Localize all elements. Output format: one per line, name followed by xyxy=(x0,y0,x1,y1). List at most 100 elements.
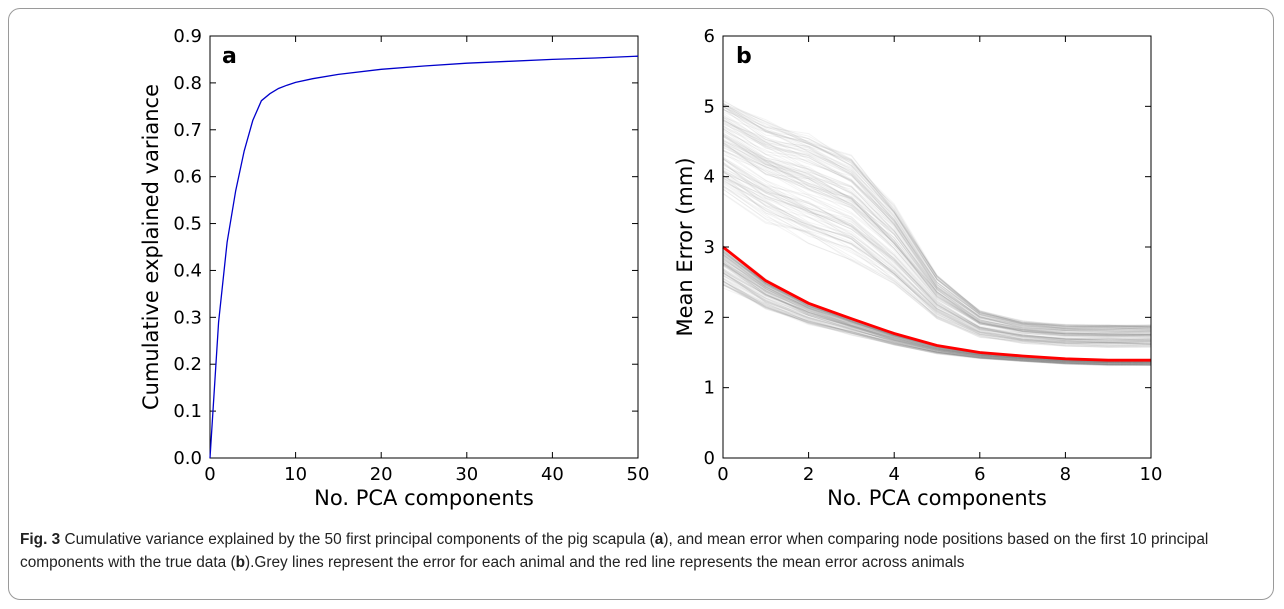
panel-b-animal-error-line xyxy=(723,259,1151,364)
panel-b-animal-error-line xyxy=(723,271,1151,365)
panel-a-letter: a xyxy=(222,44,237,69)
panel-a-ytick-label: 0.4 xyxy=(173,260,202,281)
panel-b-animal-error-line xyxy=(723,284,1151,365)
panel-b-animal-error-line xyxy=(723,269,1151,365)
panel-a-xtick-label: 20 xyxy=(370,464,393,485)
panel-b-xtick-label: 10 xyxy=(1140,464,1163,485)
panel-b-animal-error-line xyxy=(723,144,1151,335)
panel-b-animal-error-line xyxy=(723,161,1151,342)
panel-b-animal-error-line xyxy=(723,100,1151,328)
panel-b-animal-error-line xyxy=(723,152,1151,340)
panel-b-animal-error-line xyxy=(723,264,1151,364)
panel-b-animal-error-line xyxy=(723,174,1151,344)
panel-b-animal-error-line xyxy=(723,280,1151,366)
panel-b-animal-error-line xyxy=(723,171,1151,343)
panel-b-animal-error-line xyxy=(723,123,1151,331)
panel-b-animal-error-line xyxy=(723,136,1151,335)
panel-b-animal-error-line xyxy=(723,268,1151,364)
panel-b-xlabel: No. PCA components xyxy=(827,486,1047,510)
panel-b-animal-error-line xyxy=(723,156,1151,340)
panel-b-animal-error-line xyxy=(723,258,1151,363)
panel-b-animal-error-line xyxy=(723,269,1151,365)
panel-b-xtick-label: 4 xyxy=(888,464,899,485)
panel-b-animal-error-line xyxy=(723,176,1151,344)
panel-b-animal-error-line xyxy=(723,124,1151,331)
panel-b-animal-error-line xyxy=(723,185,1151,347)
panel-a-ticks: 0 10 20 30 40 50 0.0 0.1 0.2 0.3 0.4 0.5 0.6 0.7 0.8 0.… xyxy=(173,26,649,485)
panel-b-animal-error-line xyxy=(723,257,1151,363)
panel-b-animal-error-line xyxy=(723,102,1151,328)
panel-a-ytick-label: 0.8 xyxy=(173,73,202,94)
panel-b-animal-error-line xyxy=(723,105,1151,329)
panel-b-animal-error-line xyxy=(723,104,1151,327)
panel-b-animal-error-line xyxy=(723,274,1151,366)
panel-b-ytick-label: 4 xyxy=(704,167,715,188)
panel-b-animal-error-line xyxy=(723,104,1151,328)
panel-b-xtick-label: 0 xyxy=(717,464,728,485)
panel-b-animal-error-line xyxy=(723,262,1151,363)
panel-b-animal-error-line xyxy=(723,105,1151,327)
figure-caption: Fig. 3 Cumulative variance explained by … xyxy=(20,528,1265,574)
panel-b-animal-error-line xyxy=(723,185,1151,347)
caption-text-3: ).Grey lines represent the error for eac… xyxy=(245,554,965,571)
caption-fig-label: Fig. 3 xyxy=(20,531,61,548)
panel-b-animal-error-line xyxy=(723,139,1151,336)
panel-b-animal-error-line xyxy=(723,271,1151,365)
panel-b-animal-error-line xyxy=(723,108,1151,329)
panel-b-ytick-label: 6 xyxy=(704,26,715,47)
panel-b-animal-error-line xyxy=(723,121,1151,333)
panel-b-animal-error-line xyxy=(723,180,1151,345)
panel-b-animal-error-line xyxy=(723,120,1151,331)
panel-b-animal-error-line xyxy=(723,277,1151,365)
caption-panel-b-ref: b xyxy=(235,554,245,571)
panel-b-animal-error-line xyxy=(723,256,1151,363)
panel-b-animal-error-line xyxy=(723,120,1151,331)
panel-b-animal-error-line xyxy=(723,280,1151,366)
panel-b-animal-error-line xyxy=(723,283,1151,366)
panel-b-animal-error-line xyxy=(723,164,1151,341)
panel-b-animal-error-line xyxy=(723,142,1151,337)
panel-b-animal-error-line xyxy=(723,116,1151,330)
panel-b-animal-error-line xyxy=(723,158,1151,340)
panel-b-animal-error-line xyxy=(723,103,1151,328)
panel-b-animal-error-line xyxy=(723,102,1151,328)
panel-b-animal-error-line xyxy=(723,119,1151,332)
panel-b-animal-error-line xyxy=(723,265,1151,364)
panel-b-animal-error-line xyxy=(723,145,1151,337)
panel-b-animal-error-line xyxy=(723,258,1151,363)
panel-b-animal-error-line xyxy=(723,272,1151,365)
figure-svg: 0 10 20 30 40 500.00.10.20.30.40.50.60.70.80.… xyxy=(139,26,1163,510)
panel-b-animal-error-line xyxy=(723,262,1151,363)
panel-a-axes-frame xyxy=(209,35,639,459)
panel-b-animal-error-line xyxy=(723,278,1151,366)
panel-b-animal-error-line xyxy=(723,158,1151,342)
panel-b-animal-error-line xyxy=(723,175,1151,345)
panel-b-animal-error-line xyxy=(723,269,1151,365)
panel-b-animal-error-line xyxy=(723,262,1151,364)
panel-b-animal-error-line xyxy=(723,282,1151,366)
panel-b-ytick-label: 3 xyxy=(704,237,715,258)
panel-b-animal-error-line xyxy=(723,277,1151,366)
panel-b-animal-error-line xyxy=(723,118,1151,330)
panel-b-animal-error-line xyxy=(723,149,1151,337)
panel-b-axes-frame xyxy=(722,35,1152,459)
panel-b-animal-error-line xyxy=(723,177,1151,343)
panel-b-animal-error-line xyxy=(723,126,1151,332)
panel-b-animal-error-line xyxy=(723,258,1151,363)
panel-b-animal-error-line xyxy=(723,192,1151,347)
panel-b-animal-error-line xyxy=(723,183,1151,344)
panel-b-letter: b xyxy=(736,44,752,69)
panel-b-animal-error-line xyxy=(723,170,1151,345)
panel-a-variance-line xyxy=(209,55,639,459)
panel-b-animal-error-line xyxy=(723,281,1151,366)
panel-b-animal-error-line xyxy=(723,193,1151,348)
panel-b-animal-error-line xyxy=(723,150,1151,337)
caption-text-2: ), and mean error when comparing node po… xyxy=(20,531,1209,571)
panel-b-animal-error-line xyxy=(723,272,1151,365)
panel-b-animal-error-line xyxy=(723,143,1151,336)
panel-b-animal-error-line xyxy=(723,270,1151,364)
panel-b-animal-error-line xyxy=(723,275,1151,366)
panel-b-animal-error-line xyxy=(723,106,1151,328)
panel-b-animal-error-line xyxy=(723,128,1151,332)
panel-b-animal-error-line xyxy=(723,150,1151,339)
